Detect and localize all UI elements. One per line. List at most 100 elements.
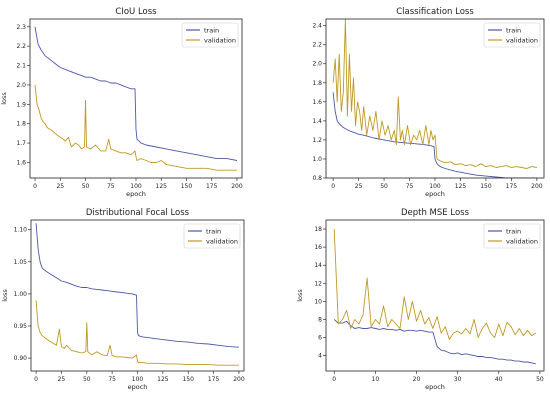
series-line-train [332, 92, 537, 178]
y-tick-label: 2.0 [16, 82, 26, 89]
y-tick-label: 1.6 [312, 99, 322, 106]
series-line-train [35, 223, 239, 348]
x-tick-label: 175 [208, 376, 220, 383]
legend-label-validation: validation [204, 36, 236, 44]
chart-title: Distributional Focal Loss [86, 208, 190, 218]
x-axis-label: epoch [425, 383, 445, 391]
chart-ciou-loss: CIoU Loss 0 25 50 75 100 125 150 175 200 1.6 1.7 1.8… [0, 7, 243, 198]
x-tick-label: 0 [332, 376, 336, 383]
x-tick-label: 25 [56, 183, 64, 190]
y-tick-label: 12 [314, 280, 322, 287]
y-tick-label: 2.2 [16, 43, 26, 50]
x-tick-label: 10 [372, 376, 380, 383]
y-tick-label: 1.7 [16, 140, 26, 147]
x-tick-label: 200 [233, 376, 245, 383]
x-tick-label: 30 [454, 376, 462, 383]
legend-label-train: train [506, 227, 521, 235]
legend-box [183, 223, 241, 249]
legend-label-train: train [206, 227, 221, 235]
x-tick-label: 100 [429, 183, 441, 190]
y-axis-label: loss [1, 289, 9, 302]
legend-box [483, 223, 541, 249]
x-tick-label: 125 [156, 183, 168, 190]
x-tick-label: 100 [130, 183, 142, 190]
y-tick-label: 0.95 [14, 323, 28, 330]
y-axis-label: loss [0, 92, 8, 105]
y-tick-label: 2.4 [312, 23, 322, 30]
x-tick-label: 125 [455, 183, 467, 190]
y-tick-label: 2.3 [16, 24, 26, 31]
series-line-validation [333, 228, 537, 340]
y-tick-label: 1.10 [14, 227, 28, 234]
x-tick-label: 75 [406, 183, 414, 190]
series-line-train [333, 319, 536, 365]
y-tick-label: 1.2 [312, 137, 322, 144]
legend-label-train: train [506, 26, 521, 34]
y-tick-label: 1.0 [312, 156, 322, 163]
x-axis-label: epoch [425, 190, 445, 198]
x-tick-label: 200 [531, 183, 543, 190]
y-tick-label: 0.8 [312, 175, 322, 182]
y-tick-label: 2.2 [312, 42, 322, 49]
x-tick-label: 50 [83, 376, 91, 383]
series-line-train [34, 26, 238, 161]
y-tick-label: 8 [318, 316, 322, 323]
chart-distributional-focal-loss: Distributional Focal Loss 0 25 50 75 100 125 15… [1, 208, 245, 391]
y-tick-label: 1.9 [16, 101, 26, 108]
x-tick-label: 175 [506, 183, 518, 190]
x-tick-label: 150 [181, 183, 193, 190]
x-tick-label: 25 [58, 376, 66, 383]
legend-label-validation: validation [506, 36, 538, 44]
y-tick-label: 4 [318, 353, 322, 360]
y-tick-label: 2.1 [16, 63, 26, 70]
x-tick-label: 20 [413, 376, 421, 383]
y-tick-label: 6 [318, 335, 322, 342]
y-tick-label: 1.00 [14, 291, 28, 298]
x-tick-label: 175 [206, 183, 218, 190]
plot-frame [325, 18, 545, 179]
x-tick-label: 25 [355, 183, 363, 190]
chart-depth-mse-loss: Depth MSE Loss 0 10 20 30 40 50 4 6 8 10 12 14 16 18 ep… [296, 208, 545, 391]
y-tick-label: 1.4 [312, 118, 322, 125]
x-tick-label: 150 [480, 183, 492, 190]
legend-box [181, 22, 239, 48]
legend-label-train: train [204, 26, 219, 34]
y-tick-label: 18 [314, 226, 322, 233]
y-tick-label: 10 [314, 298, 322, 305]
x-tick-label: 150 [182, 376, 194, 383]
x-tick-label: 0 [33, 183, 37, 190]
x-tick-label: 75 [107, 183, 115, 190]
chart-title: Depth MSE Loss [401, 208, 470, 218]
x-tick-label: 0 [34, 376, 38, 383]
legend-label-validation: validation [506, 237, 538, 245]
series-line-validation [34, 84, 237, 171]
x-tick-label: 40 [495, 376, 503, 383]
x-axis-label: epoch [128, 383, 148, 391]
legend-label-validation: validation [206, 237, 238, 245]
y-tick-label: 14 [314, 262, 322, 269]
plot-frame [29, 18, 243, 179]
y-tick-label: 1.8 [312, 80, 322, 87]
series-line-validation [332, 19, 537, 169]
x-axis-label: epoch [126, 190, 146, 198]
y-tick-label: 1.8 [16, 121, 26, 128]
chart-classification-loss: Classification Loss 0 25 50 75 100 125 150 175 20… [312, 7, 545, 198]
y-tick-label: 0.90 [14, 355, 28, 362]
y-tick-label: 16 [314, 244, 322, 251]
x-tick-label: 200 [231, 183, 243, 190]
x-tick-label: 75 [108, 376, 116, 383]
x-tick-label: 125 [157, 376, 169, 383]
y-tick-label: 1.05 [14, 259, 28, 266]
x-tick-label: 50 [82, 183, 90, 190]
y-tick-label: 2.0 [312, 61, 322, 68]
x-tick-label: 0 [331, 183, 335, 190]
plot-frame [325, 219, 545, 372]
y-tick-label: 1.6 [16, 159, 26, 166]
y-axis-label: loss [296, 289, 304, 302]
chart-title: CIoU Loss [115, 7, 157, 17]
x-tick-label: 100 [132, 376, 144, 383]
legend-box [483, 22, 541, 48]
x-tick-label: 50 [380, 183, 388, 190]
plot-frame [30, 219, 245, 372]
